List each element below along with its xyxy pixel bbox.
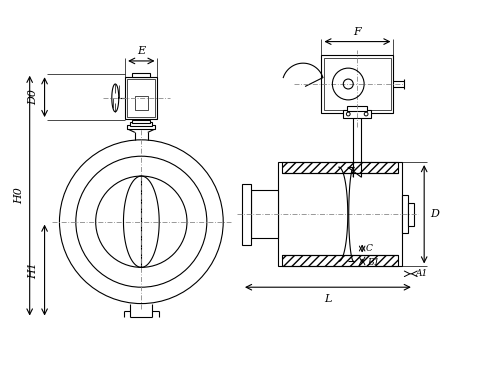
Text: B1: B1 xyxy=(367,258,379,267)
Bar xyxy=(127,79,155,117)
Bar xyxy=(343,110,371,117)
Text: H1: H1 xyxy=(29,262,39,279)
Bar xyxy=(242,184,250,245)
Bar xyxy=(127,126,155,129)
Bar xyxy=(125,77,157,119)
Bar xyxy=(278,162,402,266)
Bar xyxy=(282,162,398,173)
Bar xyxy=(408,203,414,226)
Bar xyxy=(402,195,408,233)
Text: L: L xyxy=(324,294,332,304)
Bar xyxy=(347,106,367,111)
Bar xyxy=(250,190,278,238)
Bar xyxy=(282,255,398,266)
Text: H0: H0 xyxy=(14,187,24,204)
Bar xyxy=(324,58,391,110)
Bar xyxy=(322,55,393,113)
Text: D0: D0 xyxy=(29,89,39,105)
Bar xyxy=(132,73,150,77)
Bar xyxy=(130,123,152,126)
Text: F: F xyxy=(354,27,361,37)
Text: C: C xyxy=(366,244,373,253)
Bar xyxy=(135,96,148,110)
Text: E: E xyxy=(137,46,145,56)
Bar xyxy=(132,120,150,123)
Text: D: D xyxy=(430,209,439,219)
Text: A1: A1 xyxy=(416,269,428,278)
